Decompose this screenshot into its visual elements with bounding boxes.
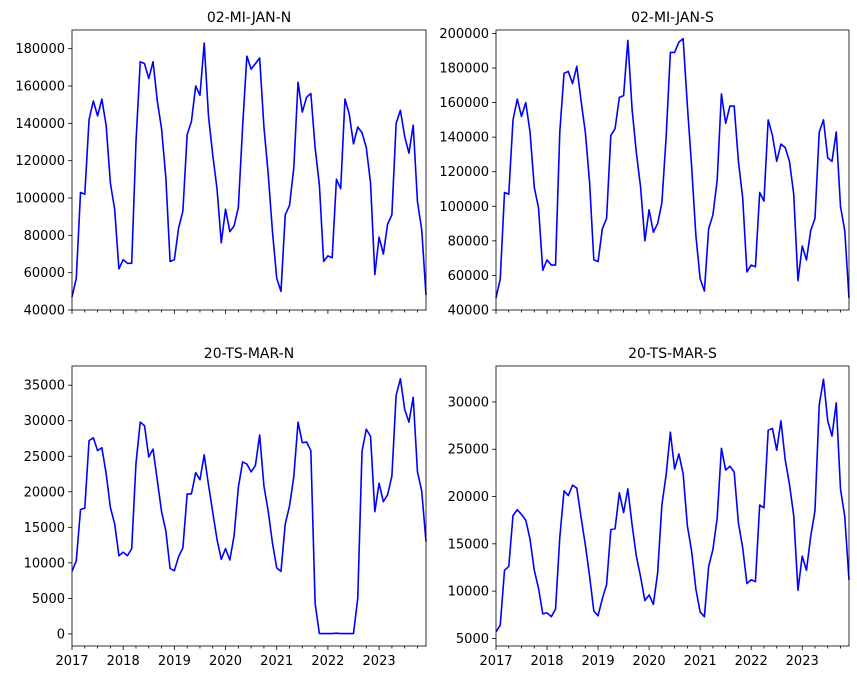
subplot-title: 20-TS-MAR-S	[628, 346, 717, 362]
series-line	[495, 37, 850, 299]
y-tick-label: 10000	[448, 585, 489, 600]
x-tick-label: 2023	[786, 654, 819, 669]
y-tick-label: 20000	[24, 485, 65, 500]
series-line	[71, 42, 427, 298]
y-tick-label: 15000	[448, 537, 489, 552]
y-tick-label: 30000	[448, 395, 489, 410]
subplot-3: 20-TS-MAR-N 0 5000 10000 15000 20000 25000 3000…	[24, 346, 427, 669]
series-line	[71, 377, 427, 635]
x-tick-label: 2022	[735, 654, 768, 669]
series-line	[495, 378, 850, 633]
y-tick-label: 30000	[24, 414, 65, 429]
y-tick-label: 80000	[448, 234, 489, 249]
y-tick-label: 25000	[448, 443, 489, 458]
subplot-title: 02-MI-JAN-S	[631, 10, 714, 26]
y-tick-label: 200000	[439, 27, 489, 42]
x-tick-label: 2017	[479, 654, 512, 669]
y-tick-label: 120000	[439, 165, 489, 180]
y-tick-label: 100000	[15, 192, 65, 207]
y-tick-label: 180000	[15, 42, 65, 57]
y-tick-label: 160000	[15, 80, 65, 95]
subplot-2: 02-MI-JAN-S 40000 60000 80000 100000 120000 14…	[439, 10, 850, 319]
x-tick-label: 2019	[582, 654, 615, 669]
plot-frame	[495, 365, 850, 647]
subplot-title: 20-TS-MAR-N	[204, 346, 294, 362]
x-tick-label: 2018	[107, 654, 140, 669]
x-tick-label: 2021	[684, 654, 717, 669]
y-tick-label: 40000	[448, 304, 489, 319]
x-tick-label: 2020	[209, 654, 242, 669]
x-tick-label: 2023	[363, 654, 396, 669]
y-tick-label: 35000	[24, 379, 65, 394]
x-tick-label: 2022	[311, 654, 344, 669]
y-tick-label: 140000	[439, 131, 489, 146]
y-tick-label: 15000	[24, 521, 65, 536]
y-tick-label: 20000	[448, 490, 489, 505]
y-tick-label: 160000	[439, 96, 489, 111]
y-tick-label: 10000	[24, 556, 65, 571]
x-tick-label: 2020	[633, 654, 666, 669]
y-tick-label: 40000	[24, 304, 65, 319]
plot-frame	[71, 365, 427, 647]
subplot-1: 02-MI-JAN-N 40000 60000 80000 100000 120000 14…	[15, 10, 427, 319]
plot-frame	[71, 29, 427, 311]
y-tick-label: 5000	[32, 592, 65, 607]
x-tick-label: 2017	[55, 654, 88, 669]
y-tick-label: 100000	[439, 200, 489, 215]
y-tick-label: 80000	[24, 229, 65, 244]
y-tick-label: 5000	[456, 632, 489, 647]
y-tick-label: 60000	[24, 266, 65, 281]
x-tick-label: 2019	[158, 654, 191, 669]
y-tick-label: 140000	[15, 117, 65, 132]
plot-frame	[495, 29, 850, 311]
subplot-title: 02-MI-JAN-N	[207, 10, 291, 26]
x-tick-label: 2018	[530, 654, 563, 669]
y-tick-label: 120000	[15, 154, 65, 169]
x-tick-label: 2021	[260, 654, 293, 669]
subplot-4: 20-TS-MAR-S 5000 10000 15000 20000 25000 30000…	[448, 346, 850, 669]
y-tick-label: 180000	[439, 62, 489, 77]
y-tick-label: 0	[57, 627, 65, 642]
y-tick-label: 60000	[448, 269, 489, 284]
y-tick-label: 25000	[24, 450, 65, 465]
